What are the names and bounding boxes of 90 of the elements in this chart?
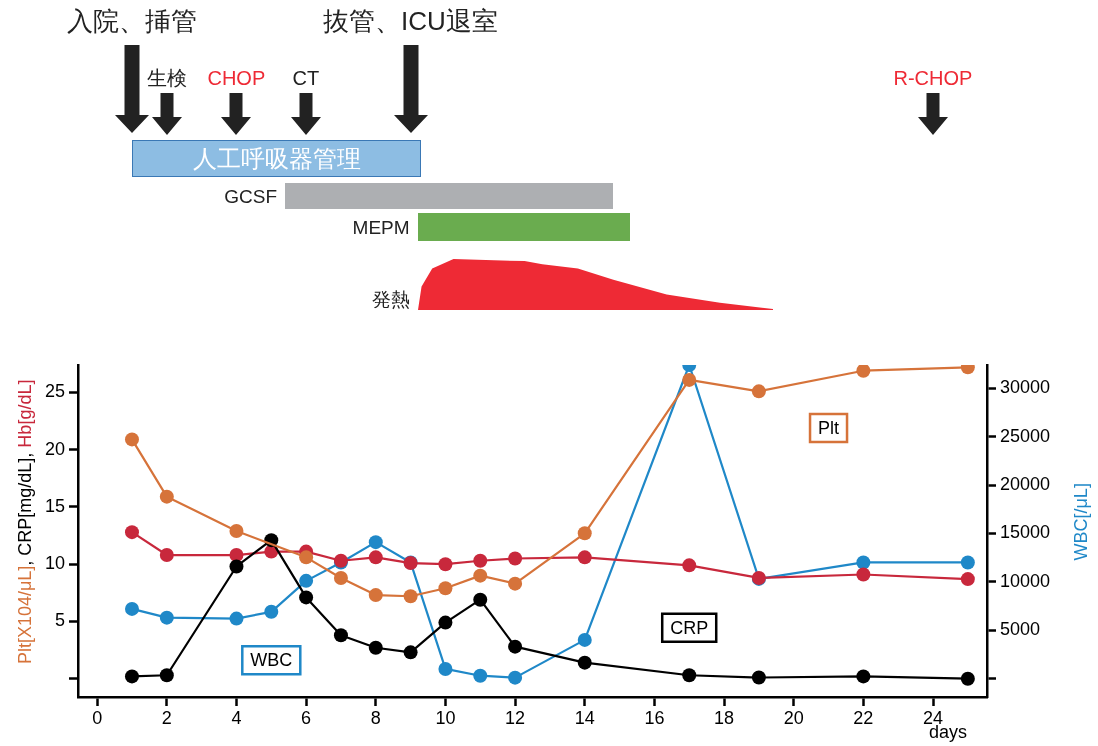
point xyxy=(368,588,383,603)
point xyxy=(508,639,523,654)
point xyxy=(438,557,453,572)
x-tick-label: 10 xyxy=(435,707,456,728)
y-tick-label: 15 xyxy=(44,495,65,516)
point xyxy=(159,548,174,563)
point xyxy=(473,568,488,583)
point xyxy=(682,372,697,387)
point xyxy=(682,558,697,573)
y2-tick-label: 20000 xyxy=(1000,473,1051,494)
text: CT xyxy=(292,67,320,89)
point xyxy=(368,550,383,565)
point xyxy=(229,559,244,574)
text: 入院、挿管 xyxy=(66,6,197,36)
y2-tick-label: 10000 xyxy=(1000,570,1051,591)
point xyxy=(333,628,348,643)
point xyxy=(229,548,244,563)
point xyxy=(299,590,314,605)
point xyxy=(438,615,453,630)
point xyxy=(159,668,174,683)
point xyxy=(473,668,488,683)
point xyxy=(751,670,766,685)
text: 抜管、ICU退室 xyxy=(323,6,498,36)
x-tick-label: 22 xyxy=(853,707,874,728)
point xyxy=(856,555,871,570)
y2-tick-label: 15000 xyxy=(1000,522,1051,543)
point xyxy=(368,640,383,655)
point xyxy=(508,670,523,685)
point xyxy=(403,645,418,660)
series-label: WBC xyxy=(250,650,293,671)
x-tick-label: 2 xyxy=(161,707,172,728)
text: MEPM xyxy=(352,216,410,238)
point xyxy=(124,601,139,616)
x-tick-label: 16 xyxy=(644,707,665,728)
point xyxy=(264,604,279,619)
y2-axis-title: WBC[/μL] xyxy=(1070,483,1091,561)
point xyxy=(751,384,766,399)
point xyxy=(577,655,592,670)
point xyxy=(473,592,488,607)
text: 生検 xyxy=(146,67,187,89)
x-tick-label: 20 xyxy=(783,707,804,728)
y-tick-label: 10 xyxy=(44,553,65,574)
point xyxy=(682,668,697,683)
point xyxy=(159,610,174,625)
point xyxy=(960,555,975,570)
y-tick-label: 5 xyxy=(54,610,65,631)
point xyxy=(229,524,244,538)
text: R-CHOP xyxy=(893,67,973,89)
point xyxy=(577,550,592,565)
text: GCSF xyxy=(224,185,277,207)
point xyxy=(577,526,592,541)
text: 発熱 xyxy=(371,289,410,310)
x-tick-label: 14 xyxy=(574,707,595,728)
point xyxy=(508,576,523,591)
x-tick-label: 4 xyxy=(231,707,242,728)
x-tick-label: 12 xyxy=(505,707,526,728)
point xyxy=(159,489,174,504)
point xyxy=(508,551,523,566)
point xyxy=(124,525,139,540)
text: Plt xyxy=(818,417,840,438)
x-tick-label: 0 xyxy=(92,707,103,728)
point xyxy=(403,589,418,604)
series-label: CRP xyxy=(670,617,709,638)
point xyxy=(299,550,314,565)
point xyxy=(124,669,139,684)
point xyxy=(438,661,453,676)
text: 人工呼吸器管理 xyxy=(192,144,361,172)
point xyxy=(960,671,975,686)
point xyxy=(856,365,871,378)
point xyxy=(960,572,975,587)
x-tick-label: 8 xyxy=(370,707,381,728)
y-tick-label: 25 xyxy=(44,381,65,402)
y-axis-title: Plt[X104/μL], CRP[mg/dL], Hb[g/dL] xyxy=(14,379,35,665)
point xyxy=(124,432,139,447)
x-tick-label: 6 xyxy=(301,707,312,728)
point xyxy=(577,632,592,647)
point xyxy=(299,573,314,588)
y2-tick-label: 25000 xyxy=(1000,425,1051,446)
point xyxy=(229,611,244,626)
point xyxy=(473,553,488,568)
y2-tick-label: 5000 xyxy=(1000,619,1041,640)
point xyxy=(438,581,453,596)
text: CHOP xyxy=(207,67,266,89)
y2-tick-label: 30000 xyxy=(1000,377,1051,398)
point xyxy=(856,567,871,582)
y-tick-label: 20 xyxy=(44,438,65,459)
point xyxy=(856,669,871,684)
point xyxy=(333,570,348,585)
point xyxy=(368,535,383,550)
x-tick-label: 18 xyxy=(714,707,735,728)
